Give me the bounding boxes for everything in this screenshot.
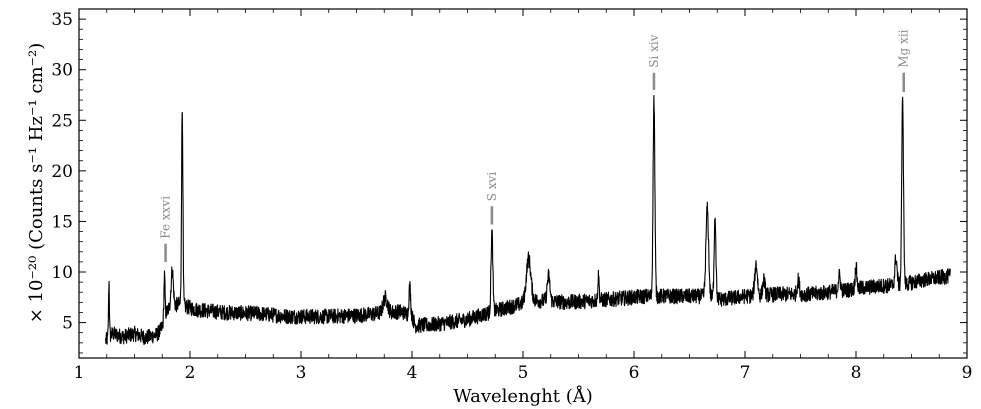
x-tick-label: 6 bbox=[629, 363, 640, 383]
y-tick-label: 10 bbox=[51, 263, 73, 283]
x-tick-label: 2 bbox=[185, 363, 196, 383]
x-tick-label: 5 bbox=[518, 363, 529, 383]
y-axis-title: × 10⁻²⁰ (Counts s⁻¹ Hz⁻¹ cm⁻²) bbox=[26, 43, 47, 324]
x-tick-label: 4 bbox=[407, 363, 418, 383]
spectrum-series-line bbox=[105, 95, 951, 346]
annotation-label: S xvi bbox=[485, 172, 499, 202]
x-tick-label: 8 bbox=[851, 363, 862, 383]
annotation-label: Fe xxvi bbox=[159, 196, 173, 239]
y-tick-label: 25 bbox=[51, 111, 73, 131]
x-axis-title: Wavelenght (Å) bbox=[453, 385, 593, 407]
annotation-label: Mg xii bbox=[897, 29, 911, 67]
axis-ticks bbox=[78, 9, 968, 358]
x-tick-label: 9 bbox=[962, 363, 973, 383]
y-tick-label: 15 bbox=[51, 212, 73, 232]
x-tick-label: 1 bbox=[74, 363, 85, 383]
annotation-label: Si xiv bbox=[647, 34, 661, 67]
line-annotations: Fe xxvi S xvi Si xiv Mg xii bbox=[159, 29, 911, 262]
y-tick-label: 35 bbox=[51, 10, 73, 30]
y-tick-label: 5 bbox=[62, 314, 73, 334]
y-tick-label: 20 bbox=[51, 162, 73, 182]
y-tick-label: 30 bbox=[51, 61, 73, 81]
x-tick-label: 3 bbox=[296, 363, 307, 383]
x-tick-label: 7 bbox=[740, 363, 751, 383]
tick-labels: 1 2 3 4 5 6 7 8 9 5 10 15 20 25 30 35 bbox=[51, 10, 972, 383]
